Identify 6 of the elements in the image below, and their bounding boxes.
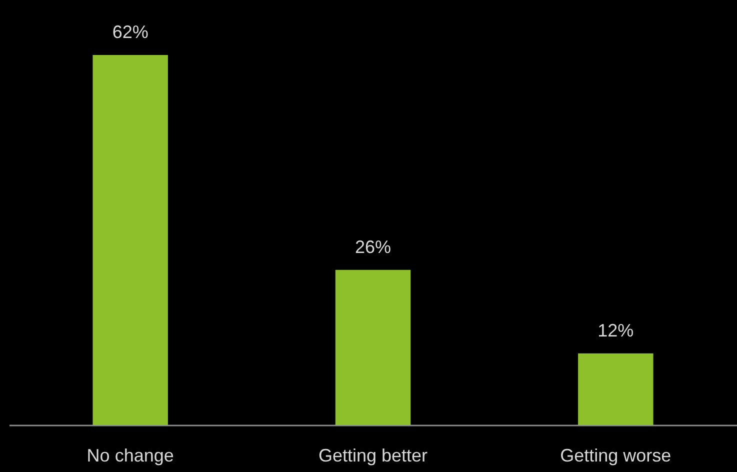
x-tick-label: No change: [86, 446, 174, 466]
x-tick-label: Getting worse: [560, 446, 672, 466]
data-label: 62%: [112, 22, 148, 42]
data-label: 12%: [598, 320, 634, 340]
data-label: 26%: [354, 236, 392, 257]
x-tick-label: Getting better: [318, 446, 428, 466]
